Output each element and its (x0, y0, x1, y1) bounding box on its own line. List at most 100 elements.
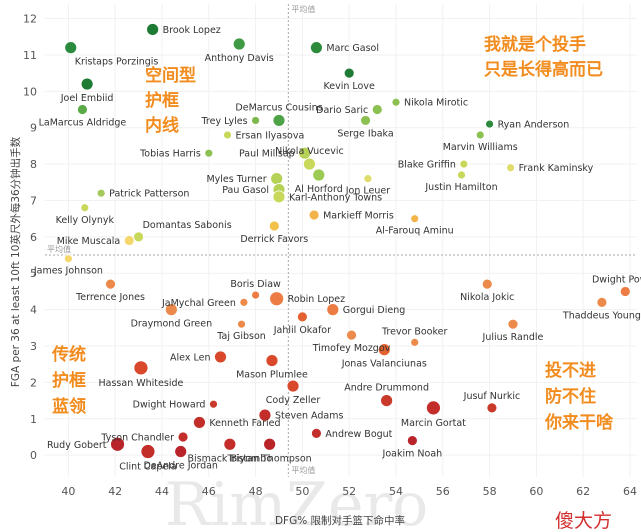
point-label: Timofey Mozgov (312, 343, 391, 354)
point-james-johnson (63, 254, 73, 264)
annotation-top_left-2: 内线 (145, 115, 179, 136)
point-label: Gorgui Dieng (343, 305, 405, 316)
point-blake-griffin (459, 159, 469, 169)
point-ersan-ilyasova (223, 130, 232, 140)
point-domantas-sabonis (133, 231, 144, 243)
point-label: Jusuf Nurkic (463, 391, 521, 402)
point-label: Al-Farouq Aminu (376, 226, 454, 237)
point-patrick-patterson (96, 188, 106, 198)
point-label: Kelly Olynyk (56, 215, 115, 226)
y-tick-label: 5 (30, 267, 37, 280)
point-andre-drummond (380, 394, 394, 407)
point-label: Derrick Favors (240, 234, 308, 245)
point-label: Pau Gasol (222, 185, 269, 196)
point-label: DeMarcus Cousins (235, 102, 322, 113)
annotation-top_right-1: 只是长得高而已 (484, 59, 603, 80)
point-jahlil-okafor (296, 311, 308, 323)
point-cody-zeller (286, 379, 300, 393)
point-nikola-vucevic (303, 157, 316, 171)
x-tick-label: 52 (342, 485, 356, 498)
point-label: Jon Leuer (345, 186, 390, 197)
y-tick-label: 9 (30, 122, 37, 135)
point-label: Mike Muscala (57, 236, 121, 247)
point-label: Andre Drummond (344, 383, 429, 394)
point-paul-millsap (298, 146, 312, 160)
point-label: Ryan Anderson (498, 120, 570, 131)
point-label: Dwight Powell (592, 274, 641, 285)
point-taj-gibson (237, 319, 246, 329)
point-label: Dario Saric (316, 105, 368, 116)
point-label: Jonas Valanciunas (341, 359, 427, 370)
annotation-bottom_right-2: 你来干啥 (544, 412, 614, 433)
point-label: Terrence Jones (75, 292, 145, 303)
point-derrick-favors (268, 220, 280, 232)
y-tick-label: 4 (30, 304, 37, 317)
point-al-farouq-aminu (410, 214, 420, 224)
point-label: Andrew Bogut (325, 429, 392, 440)
point-rudy-gobert (110, 436, 125, 452)
point-tyson-chandler (177, 431, 189, 443)
point-frank-kaminsky (506, 163, 516, 173)
point-nikola-jokic (481, 278, 493, 290)
point-label: James Johnson (33, 266, 103, 277)
point-jusuf-nurkic (486, 402, 498, 414)
point-label: Markieff Morris (323, 211, 394, 222)
point-label: Paul Millsap (239, 149, 295, 160)
annotation-top_right-0: 我就是个投手 (484, 34, 586, 55)
point-label: Taj Gibson (216, 331, 266, 342)
point-label: Steven Adams (275, 411, 344, 422)
x-tick-label: 62 (576, 485, 590, 498)
point-label: Tyson Chandler (100, 432, 174, 443)
point-dwight-howard (209, 399, 218, 409)
y-axis-label: FGA per 36 at least 10ft 10英尺外每36分钟出手数 (9, 136, 22, 387)
point-julius-randle (507, 318, 519, 330)
point-label: Boris Diaw (230, 279, 281, 290)
y-tick-label: 11 (23, 49, 37, 62)
point-label: Bismack Biyombo (188, 453, 273, 464)
point-markieff-morris (308, 209, 320, 221)
y-tick-label: 0 (30, 449, 37, 462)
point-label: Mason Plumlee (236, 370, 308, 381)
point-label: Kristaps Porzingis (75, 57, 159, 68)
point-label: Dwight Howard (133, 400, 206, 411)
data-points (63, 23, 631, 459)
point-label: Alex Len (170, 352, 210, 363)
y-tick-label: 2 (30, 376, 37, 389)
point-label: Robin Lopez (288, 294, 346, 305)
x-axis-ticks: 40 42 44 46 48 50 52 54 56 58 60 62 64 (61, 485, 637, 498)
point-deandre-jordan (174, 445, 188, 458)
x-tick-label: 42 (108, 485, 122, 498)
point-karl-anthony-towns (272, 190, 286, 204)
y-tick-label: 10 (23, 85, 37, 98)
point-terrence-jones (105, 278, 116, 290)
annotation-bottom_left-0: 传统 (51, 344, 86, 365)
point-label: Hassan Whiteside (99, 378, 184, 389)
point-label: Kevin Love (324, 81, 375, 92)
point-label: Draymond Green (131, 319, 213, 330)
point-dwight-powell (619, 286, 631, 297)
x-axis-label: DFG% 限制对手篮下命中率 (275, 514, 405, 527)
annotation-top_left-0: 空间型 (145, 65, 196, 86)
point-label: Al Horford (295, 184, 343, 195)
point-label: Justin Hamilton (424, 182, 497, 193)
point-thaddeus-young (596, 296, 608, 308)
average-label-x-bottom: 平均值 (291, 465, 315, 475)
point-label: Thaddeus Young (562, 310, 641, 321)
x-tick-label: 46 (202, 485, 216, 498)
point-label: Marcin Gortat (401, 418, 466, 429)
point-steven-adams (258, 408, 272, 422)
point-label: Myles Turner (206, 174, 266, 185)
point-label: Ersan Ilyasova (236, 130, 305, 141)
point-label: Trey Lyles (201, 116, 248, 127)
point-joel-embiid (80, 77, 94, 91)
point-gorgui-dieng (326, 303, 340, 317)
y-tick-label: 7 (30, 194, 37, 207)
point-label: DeAndre Jordan (143, 461, 218, 472)
point-label: Jahlil Okafor (273, 325, 331, 336)
x-tick-label: 54 (389, 485, 403, 498)
point-lamarcus-aldridge (77, 104, 88, 115)
point-label: Marc Gasol (326, 43, 379, 54)
